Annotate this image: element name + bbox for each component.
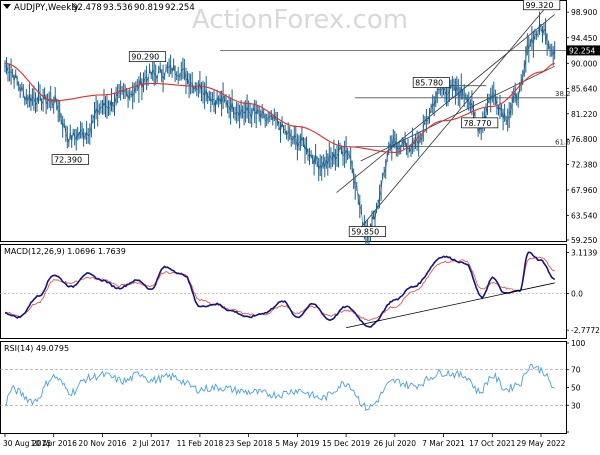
- x-axis-tick-label: 20 Nov 2016: [78, 439, 126, 448]
- rsi-line: [4, 364, 555, 412]
- x-axis-tick-label: 23 Sep 2018: [225, 439, 273, 448]
- price-annotation-box: [412, 77, 450, 88]
- rsi-panel-frame: [0, 341, 567, 434]
- price-y-tick-label: 72.380: [571, 161, 597, 170]
- current-price-label: 92.254: [569, 46, 595, 55]
- price-y-tick-label: 67.960: [571, 186, 597, 195]
- rsi-title: RSI(14) 49.0795: [4, 344, 69, 353]
- price-annotation-box: [461, 117, 499, 129]
- x-axis-tick-label: 26 Jul 2020: [374, 439, 417, 448]
- x-axis-tick-label: 5 May 2019: [275, 439, 319, 448]
- price-close-line: [4, 23, 555, 237]
- rsi-layer: [0, 364, 566, 412]
- x-axis-tick-label: 17 Oct 2021: [469, 439, 516, 448]
- price-annotation-label: 78.770: [463, 119, 491, 128]
- price-annotation-label: 85.780: [415, 79, 443, 88]
- symbol-title: AUDJPY,Weekly: [14, 3, 79, 13]
- x-axis-tick-label: 30 Aug 2015: [3, 439, 51, 448]
- ohlc-high: 93.536: [103, 3, 133, 13]
- ohlc-open: 92.478: [72, 3, 102, 13]
- watermark: ActionForex.com: [192, 5, 408, 35]
- macd-y-tick-label: -2.7772: [571, 326, 600, 335]
- price-y-tick-label: 59.250: [571, 236, 597, 245]
- x-axis-tick-label: 11 Feb 2018: [177, 439, 224, 448]
- macd-y-tick-label: 3.1139: [571, 248, 597, 257]
- macd-title: MACD(12,26,9) 1.0696 1.7639: [4, 247, 126, 256]
- current-price-tag: [567, 45, 600, 56]
- channel-trendline: [353, 8, 546, 236]
- price-y-tick-label: 94.450: [571, 34, 597, 43]
- moving-average-line: [4, 62, 555, 153]
- macd-trendline: [346, 282, 555, 329]
- ohlc-close: 92.254: [165, 3, 195, 13]
- x-axis-tick-label: 15 Dec 2019: [322, 439, 370, 448]
- price-annotation-box: [128, 51, 167, 63]
- collapse-triangle-icon[interactable]: [3, 4, 11, 9]
- price-y-tick-label: 85.640: [571, 84, 597, 93]
- x-axis-tick-label: 7 Mar 2021: [422, 439, 465, 448]
- price-y-tick-label: 90.000: [571, 59, 597, 68]
- price-y-tick-label: 76.800: [571, 135, 597, 144]
- price-annotation-box: [51, 154, 89, 165]
- price-annotation-label: 99.320: [525, 1, 553, 10]
- chart-header: AUDJPY,Weekly 92.478 93.536 90.819 92.25…: [3, 3, 195, 13]
- macd-panel-frame: [0, 244, 567, 339]
- price-y-tick-label: 81.220: [571, 110, 597, 119]
- x-axis-tick-label: 10 Apr 2016: [31, 439, 78, 448]
- rsi-y-tick-label: 30: [571, 401, 581, 410]
- macd-line: [5, 251, 556, 328]
- price-layer: 38.2 61.8 99.320 90.290 85.780 78.770 72.390 59…: [4, 0, 571, 245]
- price-annotation-label: 72.390: [54, 156, 82, 165]
- rsi-y-tick-label: 100: [571, 339, 586, 348]
- axis-layer: 98.900 94.450 90.000 85.640 81.220 76.800 72.3…: [3, 8, 600, 448]
- channel-trendline: [336, 14, 555, 193]
- rsi-y-tick-label: 70: [571, 366, 581, 375]
- fib-level-label: 61.8: [555, 139, 571, 147]
- price-annotation-label: 90.290: [131, 53, 159, 62]
- price-y-tick-label: 63.540: [571, 211, 597, 220]
- ohlc-low: 90.819: [134, 3, 164, 13]
- price-annotation-box: [523, 0, 561, 11]
- price-y-tick-label: 98.900: [571, 8, 597, 17]
- macd-y-tick-label: 0.0: [571, 289, 583, 298]
- fib-level-label: 38.2: [555, 90, 571, 98]
- price-annotation-box: [348, 226, 386, 237]
- x-axis-tick-label: 2 Jul 2017: [132, 439, 170, 448]
- price-annotation-label: 59.850: [351, 228, 379, 237]
- rsi-y-tick-label: 50: [571, 384, 581, 393]
- x-axis-tick-label: 29 May 2022: [517, 439, 566, 448]
- macd-layer: [0, 251, 566, 329]
